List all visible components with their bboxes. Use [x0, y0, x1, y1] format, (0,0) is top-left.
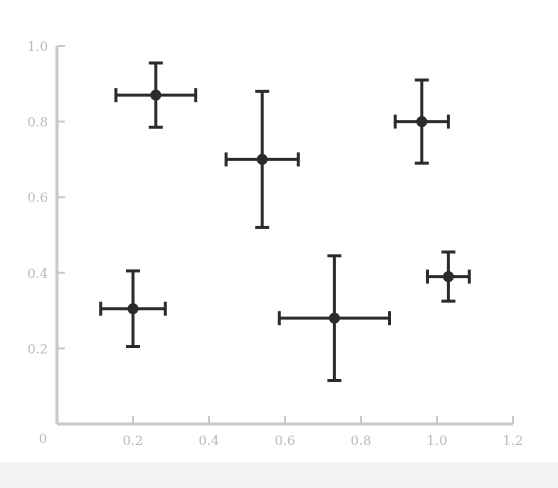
data-point-3: [393, 78, 450, 165]
x-tick-label: 0.8: [351, 434, 372, 449]
axes: [55, 45, 514, 426]
data-point-1: [114, 61, 198, 129]
data-point-4: [99, 269, 167, 349]
data-points: [99, 61, 471, 383]
point-marker: [150, 89, 162, 101]
x-tick-label: 0.4: [199, 434, 220, 449]
data-point-6: [426, 250, 471, 303]
x-tick-label: 1.0: [427, 434, 448, 449]
point-marker: [416, 116, 428, 128]
bottom-band: [0, 462, 558, 488]
data-point-5: [277, 254, 391, 383]
data-point-2: [224, 89, 300, 229]
point-marker: [256, 153, 268, 165]
y-tick-label: 0.4: [27, 267, 48, 282]
point-marker: [442, 271, 454, 283]
y-tick-label: 0.6: [27, 191, 48, 206]
y-tick-label: 1.0: [27, 40, 48, 55]
x-tick-label: 0.6: [275, 434, 296, 449]
point-marker: [328, 312, 340, 324]
x-tick-label: 1.2: [503, 434, 524, 449]
scatter-errorbar-chart: 0.2 0.4 0.6 0.8 1.0 1.2 0.2 0.4 0.6 0.8 1.0 0: [27, 40, 523, 449]
y-tick-label: 0.8: [27, 116, 48, 131]
origin-label: 0: [39, 432, 47, 447]
point-marker: [127, 303, 139, 315]
tick-labels: 0.2 0.4 0.6 0.8 1.0 1.2 0.2 0.4 0.6 0.8 1.0 0: [27, 40, 523, 449]
x-tick-label: 0.2: [123, 434, 144, 449]
y-tick-label: 0.2: [27, 342, 48, 357]
